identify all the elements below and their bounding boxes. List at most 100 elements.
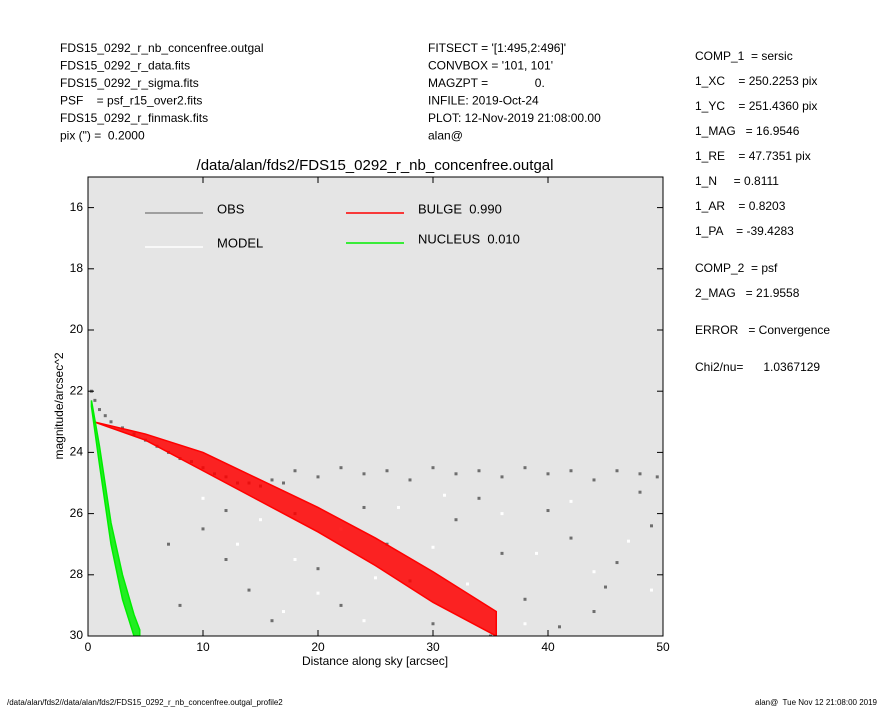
y-tick-label: 22 bbox=[70, 383, 84, 397]
data-point bbox=[454, 472, 458, 476]
data-point bbox=[374, 576, 377, 580]
y-tick-label: 28 bbox=[70, 567, 84, 581]
y-tick-label: 20 bbox=[70, 322, 84, 336]
fit-parameter: Chi2/nu= 1.0367129 bbox=[695, 360, 820, 374]
data-point bbox=[569, 469, 573, 473]
data-point bbox=[431, 466, 435, 470]
data-point bbox=[477, 496, 481, 500]
legend-label: OBS bbox=[217, 201, 245, 216]
data-point bbox=[293, 469, 297, 473]
data-point bbox=[408, 478, 412, 482]
y-tick-label: 30 bbox=[70, 628, 84, 642]
legend-label: BULGE 0.990 bbox=[418, 201, 502, 216]
y-tick-label: 16 bbox=[70, 200, 84, 214]
data-point bbox=[523, 622, 527, 626]
data-point bbox=[443, 493, 446, 497]
fit-parameter: ERROR = Convergence bbox=[695, 323, 830, 337]
fit-parameter: 1_MAG = 16.9546 bbox=[695, 124, 800, 138]
header-left-line: FDS15_0292_r_data.fits bbox=[60, 59, 190, 73]
x-tick-label: 40 bbox=[541, 640, 555, 654]
chart-title: /data/alan/fds2/FDS15_0292_r_nb_concenfr… bbox=[197, 157, 554, 174]
footer-right: alan@ Tue Nov 12 21:08:00 2019 bbox=[755, 698, 878, 707]
data-point bbox=[270, 619, 274, 623]
data-point bbox=[259, 518, 262, 522]
y-tick-label: 26 bbox=[70, 506, 84, 520]
header-middle-line: alan@ bbox=[428, 129, 463, 143]
footer-left: /data/alan/fds2//data/alan/fds2/FDS15_02… bbox=[7, 698, 283, 707]
model-band bbox=[90, 400, 141, 636]
header-middle-line: FITSECT = '[1:495,2:496]' bbox=[428, 41, 566, 55]
data-point bbox=[339, 603, 343, 607]
model-band bbox=[93, 421, 497, 636]
data-point bbox=[362, 472, 366, 476]
x-tick-label: 10 bbox=[196, 640, 210, 654]
plot-area bbox=[88, 177, 663, 636]
fit-parameter: 1_RE = 47.7351 pix bbox=[695, 149, 811, 163]
data-point bbox=[655, 475, 659, 479]
legend-label: MODEL bbox=[217, 235, 263, 250]
data-point bbox=[282, 610, 285, 614]
data-point bbox=[201, 527, 205, 531]
data-point bbox=[362, 619, 366, 623]
x-axis-label: Distance along sky [arcsec] bbox=[302, 654, 448, 668]
plot-frame bbox=[87, 176, 664, 637]
data-point bbox=[224, 558, 228, 561]
data-point bbox=[627, 539, 630, 543]
data-point bbox=[638, 490, 642, 494]
data-point bbox=[431, 545, 435, 549]
data-point bbox=[316, 567, 320, 571]
fit-parameter: 1_AR = 0.8203 bbox=[695, 199, 786, 213]
data-point bbox=[178, 603, 182, 607]
data-point bbox=[167, 542, 170, 546]
fit-parameter: 1_PA = -39.4283 bbox=[695, 224, 794, 238]
data-point bbox=[615, 469, 619, 473]
data-point bbox=[103, 414, 107, 418]
fit-parameter: COMP_1 = sersic bbox=[695, 49, 793, 63]
data-point bbox=[569, 536, 573, 540]
data-point bbox=[397, 505, 400, 509]
data-point bbox=[431, 622, 435, 626]
y-tick-label: 24 bbox=[70, 445, 84, 459]
header-left-line: FDS15_0292_r_nb_concenfree.outgal bbox=[60, 41, 263, 55]
data-point bbox=[201, 496, 205, 500]
header-left-line: FDS15_0292_r_finmask.fits bbox=[60, 111, 208, 125]
data-point bbox=[98, 408, 101, 412]
data-point bbox=[93, 398, 97, 402]
data-point bbox=[385, 469, 389, 473]
data-point bbox=[236, 542, 239, 546]
x-tick-label: 30 bbox=[426, 640, 440, 654]
data-point bbox=[615, 561, 619, 565]
x-tick-label: 20 bbox=[311, 640, 325, 654]
data-point bbox=[650, 524, 653, 528]
data-point bbox=[638, 472, 642, 476]
header-left-line: PSF = psf_r15_over2.fits bbox=[60, 94, 202, 108]
x-tick-label: 0 bbox=[85, 640, 92, 654]
data-point bbox=[604, 585, 607, 589]
data-point bbox=[523, 466, 527, 470]
data-point bbox=[293, 558, 297, 561]
data-point bbox=[270, 478, 274, 482]
data-point bbox=[546, 509, 550, 513]
data-point bbox=[316, 591, 320, 595]
data-point bbox=[466, 582, 469, 586]
data-point bbox=[650, 588, 653, 592]
fit-parameter: 1_YC = 251.4360 pix bbox=[695, 99, 817, 113]
data-point bbox=[224, 509, 228, 513]
data-point bbox=[535, 551, 538, 555]
fit-parameter: 2_MAG = 21.9558 bbox=[695, 286, 800, 300]
data-point bbox=[282, 481, 285, 485]
data-point bbox=[558, 625, 561, 629]
data-point bbox=[489, 634, 492, 636]
header-middle-line: PLOT: 12-Nov-2019 21:08:00.00 bbox=[428, 111, 601, 125]
data-point bbox=[500, 551, 504, 555]
header-middle-line: INFILE: 2019-Oct-24 bbox=[428, 94, 539, 108]
data-point bbox=[247, 588, 251, 592]
plot-content bbox=[89, 389, 659, 636]
data-point bbox=[569, 499, 573, 503]
fit-parameter: COMP_2 = psf bbox=[695, 261, 778, 275]
data-point bbox=[316, 475, 320, 479]
header-left-line: FDS15_0292_r_sigma.fits bbox=[60, 76, 199, 90]
data-point bbox=[109, 420, 113, 424]
